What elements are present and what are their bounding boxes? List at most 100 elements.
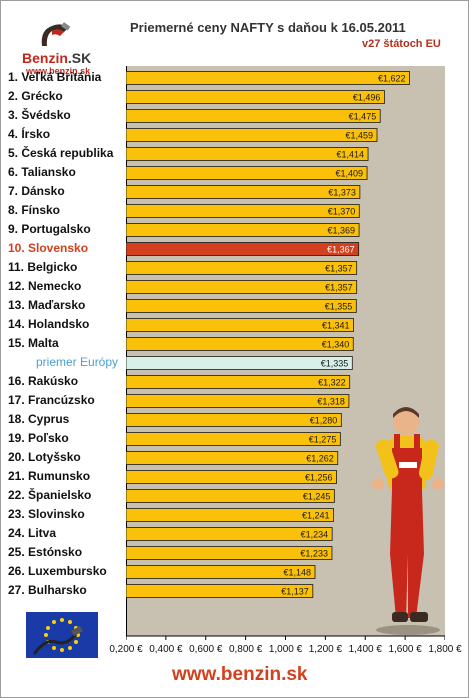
category-label: 12. Nemecko xyxy=(8,279,82,293)
bar-value-label: €1,367 xyxy=(327,245,355,255)
category-label: 17. Francúzsko xyxy=(8,393,95,407)
bar xyxy=(126,527,333,541)
category-label: 8. Fínsko xyxy=(8,203,61,217)
category-label: 20. Lotyšsko xyxy=(8,450,81,464)
logo-url[interactable]: www.benzin.sk xyxy=(26,66,91,76)
eu-flag-icon xyxy=(26,612,98,658)
bar-value-label: €1,256 xyxy=(305,473,333,483)
x-tick-label: 0,400 € xyxy=(149,644,183,655)
bar-value-label: €1,262 xyxy=(306,454,334,464)
bar-value-label: €1,148 xyxy=(283,568,311,578)
category-label: 4. Írsko xyxy=(8,127,51,141)
bar-value-label: €1,409 xyxy=(336,169,364,179)
bar-chart: €1,622 €1,496 €1,475 €1,459 €1,414 €1,409 €1,3… xyxy=(126,66,445,640)
x-tick-label: 1,200 € xyxy=(308,644,343,655)
category-label: 23. Slovinsko xyxy=(8,507,85,521)
x-tick-label: 0,800 € xyxy=(228,644,263,655)
bar-value-label: €1,280 xyxy=(310,416,338,426)
bar-value-label: €1,137 xyxy=(281,587,309,597)
bar xyxy=(126,223,360,237)
category-label: 7. Dánsko xyxy=(8,184,65,198)
category-label: 5. Česká republika xyxy=(8,146,114,160)
x-tick-label: 0,200 € xyxy=(109,644,143,655)
category-label: 13. Maďarsko xyxy=(8,298,86,312)
chart-title: Priemerné ceny NAFTY s daňou k 16.05.201… xyxy=(130,20,406,35)
bar-value-label: €1,340 xyxy=(322,340,350,350)
category-label: 21. Rumunsko xyxy=(8,469,91,483)
bar-value-label: €1,357 xyxy=(325,264,353,274)
category-label: 10. Slovensko xyxy=(8,241,89,255)
bar xyxy=(126,109,381,123)
mascot-figure xyxy=(372,407,444,635)
bar-value-label: €1,318 xyxy=(317,397,345,407)
bar-value-label: €1,369 xyxy=(328,226,356,236)
bar xyxy=(126,584,314,598)
bar xyxy=(126,356,353,370)
category-label: 2. Grécko xyxy=(8,89,63,103)
logo-name: Benzin.SK xyxy=(22,50,92,66)
bar-value-label: €1,335 xyxy=(321,359,349,369)
x-tick-label: 1,400 € xyxy=(348,644,382,655)
bar-value-label: €1,355 xyxy=(325,302,353,312)
bar xyxy=(126,489,335,503)
bar xyxy=(126,242,360,256)
bar xyxy=(126,546,333,560)
bar-value-label: €1,370 xyxy=(328,207,356,217)
bar-value-label: €1,233 xyxy=(300,549,328,559)
bar xyxy=(126,508,334,522)
bar xyxy=(126,166,368,180)
bar-value-label: €1,241 xyxy=(302,511,330,521)
bar-value-label: €1,622 xyxy=(378,74,406,84)
category-label: 18. Cyprus xyxy=(8,412,70,426)
category-label: 26. Luxembursko xyxy=(8,564,107,578)
bar-value-label: €1,322 xyxy=(318,378,346,388)
category-label: 3. Švédsko xyxy=(8,108,71,122)
bar-value-label: €1,459 xyxy=(345,131,373,141)
bar xyxy=(126,337,354,351)
bar xyxy=(126,204,360,218)
bar xyxy=(126,299,357,313)
bar-value-label: €1,275 xyxy=(309,435,337,445)
category-label: 24. Litva xyxy=(8,526,57,540)
bar xyxy=(126,147,369,161)
fuel-pump-icon xyxy=(41,22,71,46)
x-tick-label: 1,800 € xyxy=(428,644,462,655)
category-label: 9. Portugalsko xyxy=(8,222,91,236)
bar xyxy=(126,565,316,579)
bar-value-label: €1,245 xyxy=(303,492,331,502)
category-label: priemer Európy xyxy=(36,355,119,369)
bar xyxy=(126,451,339,465)
category-label: 16. Rakúsko xyxy=(8,374,79,388)
category-label: 27. Bulharsko xyxy=(8,583,87,597)
x-tick-label: 1,600 € xyxy=(388,644,422,655)
bar xyxy=(126,280,358,294)
category-label: 22. Španielsko xyxy=(8,488,92,502)
category-label: 6. Taliansko xyxy=(8,165,76,179)
bar xyxy=(126,261,358,275)
bar xyxy=(126,413,342,427)
bar-value-label: €1,475 xyxy=(349,112,377,122)
category-label: 15. Malta xyxy=(8,336,59,350)
x-tick-label: 1,000 € xyxy=(268,644,303,655)
category-label: 14. Holandsko xyxy=(8,317,90,331)
bar xyxy=(126,470,337,484)
x-tick-label: 0,600 € xyxy=(189,644,223,655)
category-label: 1. Veľká Británia xyxy=(8,70,102,84)
bar-value-label: €1,341 xyxy=(322,321,350,331)
bar xyxy=(126,71,410,85)
footer-url[interactable]: www.benzin.sk xyxy=(172,664,308,685)
bar-value-label: €1,373 xyxy=(328,188,356,198)
bar xyxy=(126,185,361,199)
benzin-logo[interactable]: Benzin.SK www.benzin.sk xyxy=(8,8,92,76)
bar-value-label: €1,414 xyxy=(337,150,365,160)
bar xyxy=(126,90,385,104)
bar xyxy=(126,394,350,408)
bar-value-label: €1,234 xyxy=(301,530,329,540)
category-label: 11. Belgicko xyxy=(8,260,78,274)
bar-value-label: €1,357 xyxy=(325,283,353,293)
bar-value-label: €1,496 xyxy=(353,93,381,103)
category-label: 19. Poľsko xyxy=(8,431,69,445)
bar xyxy=(126,318,354,332)
bar xyxy=(126,432,341,446)
bar xyxy=(126,375,351,389)
